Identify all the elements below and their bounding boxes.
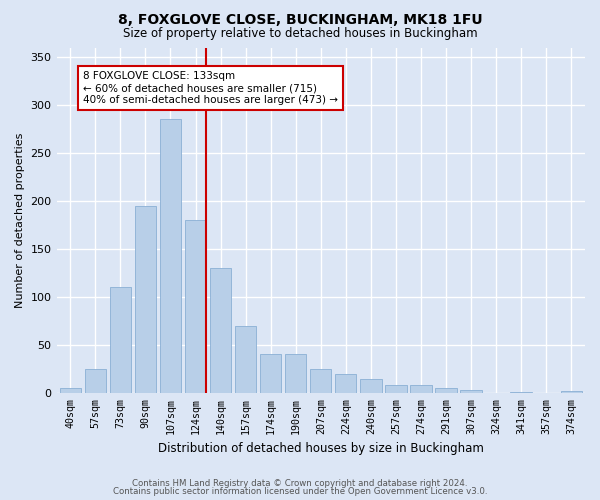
Bar bbox=[160, 120, 181, 393]
Bar bbox=[310, 369, 331, 393]
Bar bbox=[385, 385, 407, 393]
Bar bbox=[285, 354, 307, 393]
Bar bbox=[59, 388, 81, 393]
Bar bbox=[235, 326, 256, 393]
X-axis label: Distribution of detached houses by size in Buckingham: Distribution of detached houses by size … bbox=[158, 442, 484, 455]
Bar bbox=[436, 388, 457, 393]
Text: Contains public sector information licensed under the Open Government Licence v3: Contains public sector information licen… bbox=[113, 487, 487, 496]
Bar bbox=[135, 206, 156, 393]
Bar bbox=[260, 354, 281, 393]
Bar bbox=[460, 390, 482, 393]
Bar bbox=[185, 220, 206, 393]
Text: 8, FOXGLOVE CLOSE, BUCKINGHAM, MK18 1FU: 8, FOXGLOVE CLOSE, BUCKINGHAM, MK18 1FU bbox=[118, 12, 482, 26]
Bar bbox=[335, 374, 356, 393]
Bar bbox=[85, 369, 106, 393]
Bar bbox=[410, 385, 431, 393]
Bar bbox=[560, 391, 582, 393]
Bar bbox=[210, 268, 231, 393]
Bar bbox=[360, 380, 382, 393]
Y-axis label: Number of detached properties: Number of detached properties bbox=[15, 132, 25, 308]
Bar bbox=[110, 288, 131, 393]
Text: Size of property relative to detached houses in Buckingham: Size of property relative to detached ho… bbox=[122, 28, 478, 40]
Text: Contains HM Land Registry data © Crown copyright and database right 2024.: Contains HM Land Registry data © Crown c… bbox=[132, 478, 468, 488]
Bar bbox=[511, 392, 532, 393]
Text: 8 FOXGLOVE CLOSE: 133sqm
← 60% of detached houses are smaller (715)
40% of semi-: 8 FOXGLOVE CLOSE: 133sqm ← 60% of detach… bbox=[83, 72, 338, 104]
